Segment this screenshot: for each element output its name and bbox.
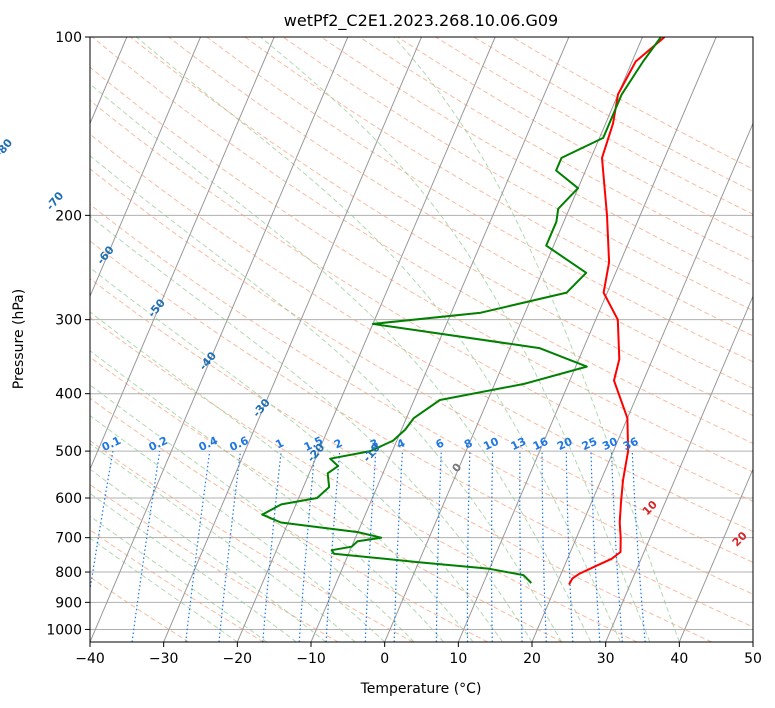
- background-lines: [90, 37, 753, 642]
- axis-ticks: −40 −30 −20 −10 0 10 20 30 40 50 100 200 300 400 500 60…: [46, 30, 762, 667]
- moist-adiabat: [90, 83, 592, 642]
- mixing-ratio-line: [218, 451, 242, 642]
- dry-adiabat: [90, 168, 753, 563]
- isotherm: [90, 37, 349, 642]
- isotherm: [236, 37, 496, 642]
- mixing-ratio-label: 10: [481, 435, 501, 453]
- chart-title: wetPf2_C2E1.2023.268.10.06.G09: [284, 11, 558, 31]
- x-tick-label: 20: [523, 651, 541, 667]
- x-tick-label: −20: [223, 651, 253, 667]
- moist-adiabat: [90, 515, 268, 642]
- moist-adiabat: [90, 442, 356, 642]
- mixing-ratio-label: 13: [509, 435, 528, 453]
- dry-adiabat: [90, 133, 753, 533]
- moist-adiabat: [90, 468, 327, 642]
- y-tick-label: 900: [55, 595, 82, 611]
- x-tick-label: 30: [597, 651, 615, 667]
- isotherm: [163, 37, 422, 642]
- dewpoint-profile-line: [261, 37, 662, 584]
- isotherm: [531, 122, 753, 642]
- dry-adiabat: [90, 203, 753, 595]
- moist-adiabat: [393, 37, 680, 642]
- x-tick-label: −30: [149, 651, 179, 667]
- moist-adiabat: [90, 267, 503, 642]
- dry-adiabat: [90, 356, 563, 642]
- moist-adiabat: [135, 37, 621, 642]
- mixing-ratio-line: [131, 451, 161, 642]
- mixing-ratio-line: [262, 451, 282, 642]
- isotherm: [90, 37, 201, 298]
- x-tick-label: 50: [744, 651, 762, 667]
- x-tick-label: 0: [380, 651, 389, 667]
- x-tick-label: 10: [449, 651, 467, 667]
- mixing-ratio-line: [631, 451, 646, 642]
- dry-adiabat: [90, 397, 488, 642]
- isotherm: [384, 37, 643, 642]
- mixing-ratio-label: 16: [531, 435, 551, 453]
- dry-adiabat: [168, 37, 753, 389]
- y-tick-label: 800: [55, 565, 82, 581]
- y-tick-label: 1000: [46, 622, 82, 638]
- x-tick-label: −10: [296, 651, 326, 667]
- dry-adiabat: [90, 66, 753, 473]
- y-axis-label: Pressure (hPa): [11, 289, 27, 389]
- mixing-ratio-label: 36: [621, 435, 641, 453]
- mixing-ratio-line: [185, 451, 211, 642]
- moist-adiabat: [90, 384, 415, 642]
- moist-adiabat: [90, 350, 444, 642]
- moist-adiabat: [90, 215, 533, 642]
- isotherm: [310, 37, 570, 642]
- mixing-ratio-label: 30: [600, 435, 620, 453]
- plot-frame: [89, 36, 754, 643]
- mixing-ratio-line: [90, 450, 114, 594]
- isotherm: [678, 467, 753, 642]
- dry-adiabat: [90, 529, 264, 642]
- dry-adiabat: [90, 483, 339, 642]
- y-tick-label: 600: [55, 491, 82, 507]
- dry-adiabat: [90, 278, 712, 642]
- mixing-ratio-line: [298, 451, 316, 642]
- x-axis-label: Temperature (°C): [360, 681, 482, 697]
- y-tick-label: 100: [55, 30, 82, 46]
- dry-adiabat: [90, 240, 753, 628]
- profile-lines: [261, 37, 666, 586]
- x-tick-label: −40: [75, 651, 105, 667]
- mixing-ratio-label: 20: [555, 435, 575, 453]
- y-tick-label: 500: [55, 444, 82, 460]
- y-tick-label: 300: [55, 313, 82, 329]
- mixing-ratio-label: 25: [580, 435, 599, 453]
- temperature-profile-line: [568, 37, 666, 586]
- dry-adiabat: [282, 37, 753, 312]
- dry-adiabat: [206, 37, 753, 363]
- moist-adiabat: [90, 311, 474, 642]
- isotherm: [90, 37, 275, 471]
- y-tick-label: 200: [55, 208, 82, 224]
- moist-adiabat: [90, 537, 238, 642]
- dry-adiabat: [244, 37, 753, 337]
- moist-adiabat: [90, 415, 386, 642]
- y-tick-label: 700: [55, 531, 82, 547]
- dry-adiabat: [90, 316, 638, 642]
- dry-adiabat: [90, 99, 753, 502]
- isotherm: [457, 37, 717, 642]
- isotherm: [605, 295, 753, 642]
- x-tick-label: 40: [670, 651, 688, 667]
- moist-adiabat: [90, 155, 562, 642]
- moist-adiabat: [90, 492, 297, 642]
- y-tick-label: 400: [55, 387, 82, 403]
